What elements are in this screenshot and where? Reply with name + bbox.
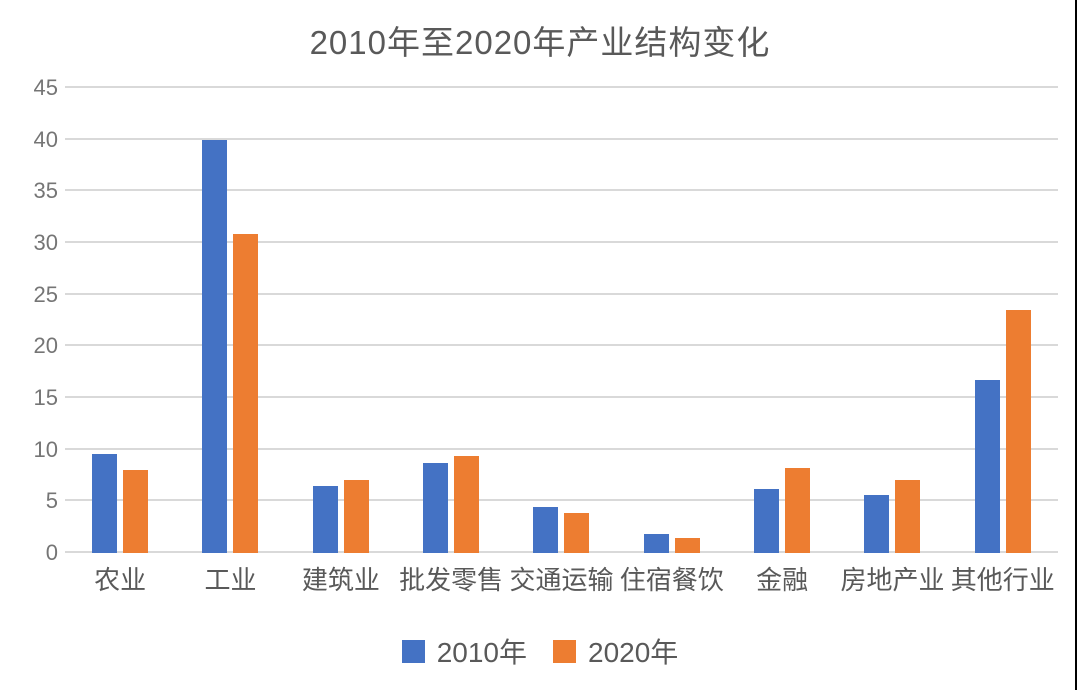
gridline-10: [65, 447, 1058, 450]
bar-group-5: [506, 88, 616, 553]
bar-2020年-住宿餐饮: [674, 537, 700, 553]
bar-2020年-建筑业: [343, 479, 369, 553]
legend-swatch-icon: [401, 639, 425, 663]
x-axis-label-9: 其他行业: [950, 565, 1055, 595]
bar-2010年-金融: [754, 488, 780, 553]
x-axis-label-1: 农业: [94, 565, 147, 595]
screen-edge-line: [1075, 0, 1077, 690]
bar-2010年-房地产业: [864, 495, 890, 553]
bar-2020年-其他行业: [1005, 310, 1031, 553]
x-axis-label-2: 工业: [204, 565, 257, 595]
chart-title: 2010年至2020年产业结构变化: [309, 24, 771, 61]
x-axis-label-8: 房地产业: [840, 565, 945, 595]
y-tick-label-30: 30: [33, 230, 58, 255]
bar-2020年-批发零售: [454, 455, 480, 553]
legend-label: 2020年: [588, 637, 679, 668]
y-tick-label-35: 35: [33, 178, 58, 204]
bar-2010年-建筑业: [312, 485, 338, 553]
bar-2010年-交通运输: [533, 506, 559, 553]
y-tick-label-45: 45: [33, 75, 58, 100]
bar-2020年-房地产业: [895, 479, 921, 553]
bar-group-2: [175, 88, 285, 553]
bar-2020年-工业: [233, 233, 259, 553]
legend-label: 2010年: [436, 637, 527, 668]
y-tick-label-5: 5: [45, 488, 58, 514]
x-axis-label-6: 住宿餐饮: [619, 565, 724, 595]
bar-2010年-批发零售: [423, 463, 449, 553]
y-tick-label-10: 10: [33, 436, 58, 462]
bar-group-9: [948, 88, 1058, 553]
x-axis-labels: 农业 工业 建筑业 批发零售 交通运输 住宿餐饮 金融 房地产业 其他行业: [65, 560, 1058, 597]
bar-2010年-其他行业: [974, 380, 1000, 553]
gridline-15: [65, 396, 1058, 399]
gridline-25: [65, 292, 1058, 295]
y-tick-label-15: 15: [33, 385, 58, 410]
gridline-40: [65, 137, 1058, 140]
bar-2010年-住宿餐饮: [643, 534, 669, 553]
gridline-0: [65, 551, 1058, 553]
legend-item-2020年: 2020年: [553, 631, 678, 671]
gridline-45: [65, 86, 1058, 88]
bar-groups: [65, 88, 1058, 553]
bar-2010年-农业: [92, 453, 118, 553]
y-tick-label-20: 20: [33, 333, 58, 359]
x-axis-label-7: 金融: [756, 565, 809, 595]
x-axis-label-3: 建筑业: [301, 565, 380, 595]
x-axis-label-5: 交通运输: [509, 565, 614, 595]
legend-item-2010年: 2010年: [401, 631, 527, 671]
gridline-5: [65, 499, 1058, 502]
y-tick-label-0: 0: [45, 540, 58, 565]
bar-group-4: [396, 88, 506, 553]
bar-group-3: [286, 88, 396, 553]
bar-group-1: [65, 88, 175, 553]
gridline-35: [65, 189, 1058, 192]
bar-group-8: [837, 88, 947, 553]
plot-area: [65, 86, 1058, 553]
bar-group-7: [727, 88, 837, 553]
y-tick-label-40: 40: [33, 126, 58, 152]
bar-2020年-交通运输: [564, 512, 590, 553]
legend-swatch-icon: [553, 639, 576, 663]
bar-group-6: [617, 88, 727, 553]
gridline-30: [65, 241, 1058, 244]
legend: 2010年 2020年: [0, 631, 1080, 671]
bar-2020年-金融: [785, 468, 811, 553]
y-tick-label-25: 25: [33, 281, 58, 307]
bar-2020年-农业: [123, 470, 149, 553]
gridline-20: [65, 344, 1058, 347]
x-axis-label-4: 批发零售: [399, 565, 504, 595]
bar-2010年-工业: [202, 139, 228, 553]
